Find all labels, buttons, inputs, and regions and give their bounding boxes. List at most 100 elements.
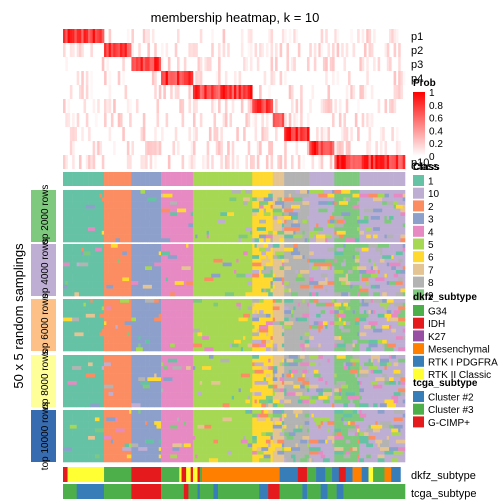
sampling-cell: [83, 432, 93, 437]
sampling-cell: [192, 310, 203, 315]
sampling-cell: [345, 392, 356, 397]
sampling-cell: [147, 216, 157, 221]
membership-cell: [129, 99, 132, 113]
sampling-cell: [300, 227, 310, 232]
sampling-cell: [147, 281, 153, 286]
sampling-cell: [327, 439, 333, 444]
sampling-cell: [120, 421, 130, 426]
membership-cell: [300, 127, 303, 141]
sampling-cell: [377, 288, 383, 293]
membership-cell: [382, 155, 385, 169]
sampling-cell: [366, 234, 372, 239]
sampling-cell: [350, 377, 358, 382]
sampling-cell: [373, 212, 381, 217]
sampling-cell: [163, 204, 173, 209]
sampling-cell: [300, 417, 310, 422]
sampling-cell: [297, 399, 303, 404]
sampling-cell: [338, 288, 349, 293]
sampling-cell: [359, 355, 367, 360]
sampling-cell: [65, 392, 71, 397]
sampling-cell: [313, 310, 321, 315]
sampling-cell: [63, 227, 66, 232]
sampling-cell: [343, 223, 349, 228]
sampling-cell: [124, 325, 130, 330]
sampling-cell: [334, 366, 344, 371]
sampling-cell: [104, 343, 114, 348]
sampling-cell: [309, 244, 312, 249]
sampling-cell: [104, 219, 107, 224]
membership-cell: [338, 113, 342, 127]
sampling-cell: [384, 428, 390, 433]
sampling-cell: [334, 339, 344, 344]
sampling-cell: [222, 227, 230, 232]
sampling-cell: [222, 432, 228, 437]
sampling-cell: [76, 373, 80, 378]
sampling-cell: [145, 212, 150, 217]
membership-cell: [320, 127, 324, 141]
sampling-cell: [167, 219, 178, 224]
sampling-cell: [131, 362, 137, 367]
sampling-cell: [222, 439, 226, 444]
sampling-cell: [252, 373, 262, 378]
sampling-cell: [122, 266, 132, 271]
sampling-cell: [211, 366, 221, 371]
sampling-cell: [92, 343, 100, 348]
sampling-cell: [78, 325, 87, 330]
sampling-cell: [279, 255, 285, 260]
sampling-cell: [382, 424, 390, 429]
class-cell: [170, 172, 173, 186]
sampling-cell: [108, 266, 119, 271]
sampling-cell: [332, 201, 335, 206]
sampling-cell: [208, 216, 217, 221]
sampling-cell: [99, 388, 105, 393]
sampling-cell: [81, 197, 84, 202]
membership-cell: [361, 113, 365, 127]
sampling-cell: [215, 388, 223, 393]
sampling-cell: [131, 369, 134, 374]
sampling-cell: [373, 208, 383, 213]
sampling-cell: [97, 190, 105, 195]
sampling-cell: [343, 270, 349, 275]
sampling-cell: [309, 339, 319, 344]
sampling-cell: [284, 270, 290, 275]
sampling-cell: [104, 277, 107, 282]
sampling-cell: [220, 343, 223, 348]
membership-cell: [286, 57, 290, 71]
sampling-cell: [151, 392, 157, 397]
sampling-cell: [249, 247, 253, 252]
sampling-cell: [336, 299, 344, 304]
sampling-cell: [363, 381, 372, 386]
sampling-cell: [179, 197, 185, 202]
sampling-cell: [322, 421, 328, 426]
sampling-cell: [183, 377, 189, 382]
sampling-cell: [167, 358, 178, 363]
sampling-cell: [286, 339, 292, 344]
sampling-cell: [288, 270, 292, 275]
sampling-cell: [336, 432, 342, 437]
membership-cell: [350, 85, 353, 99]
sampling-cell: [318, 413, 326, 418]
sampling-cell: [188, 399, 191, 404]
sampling-cell: [281, 336, 285, 341]
class-cell: [218, 172, 221, 186]
sampling-cell: [140, 395, 146, 400]
sampling-cell: [110, 208, 121, 213]
sampling-cell: [316, 313, 321, 318]
sampling-cell: [316, 410, 321, 415]
sampling-cell: [309, 212, 319, 217]
membership-cell: [320, 141, 324, 155]
sampling-cell: [375, 392, 385, 397]
sampling-cell: [309, 234, 315, 239]
sampling-cell: [395, 258, 399, 263]
sampling-cell: [63, 212, 66, 217]
sampling-cell: [104, 190, 107, 195]
membership-cell: [279, 113, 283, 127]
sampling-cell: [97, 288, 103, 293]
sampling-cell: [343, 266, 353, 271]
sampling-cell: [83, 302, 87, 307]
sampling-cell: [366, 332, 369, 337]
membership-cell: [63, 43, 66, 57]
sampling-cell: [206, 355, 210, 360]
membership-cell: [368, 155, 372, 169]
sampling-cell: [63, 251, 71, 256]
